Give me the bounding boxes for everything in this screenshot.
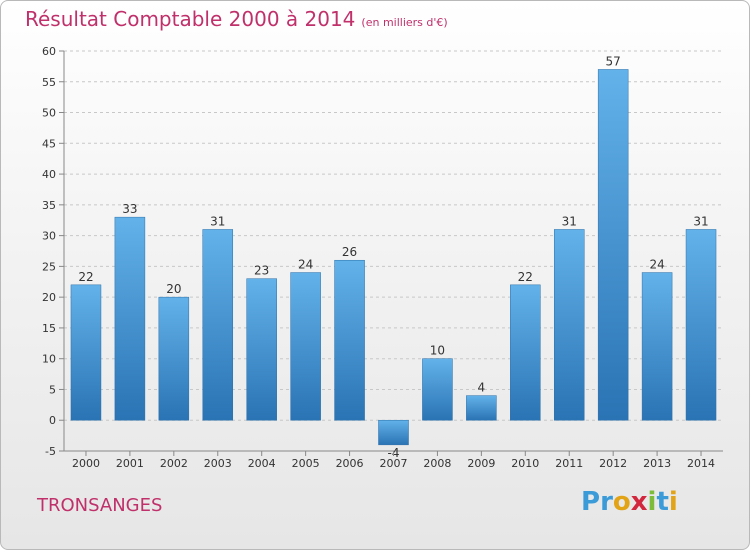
bar (553, 229, 585, 421)
data-label: 20 (166, 282, 181, 296)
data-label: 26 (342, 245, 357, 259)
x-tick-label: 2002 (160, 457, 188, 470)
data-label: 4 (478, 381, 486, 395)
y-tick-label: 30 (42, 230, 56, 243)
y-tick-label: 0 (49, 414, 56, 427)
logo-letter: o (612, 487, 631, 517)
bar (641, 272, 673, 421)
data-label: 31 (562, 214, 577, 228)
x-tick-label: 2006 (336, 457, 364, 470)
y-tick-label: 5 (49, 383, 56, 396)
y-tick-label: 55 (42, 76, 56, 89)
y-tick-label: -5 (45, 445, 56, 458)
bar (466, 395, 497, 421)
bar (334, 259, 365, 421)
logo-letter: i (647, 487, 657, 517)
logo-letter: P (581, 487, 601, 517)
y-tick-label: 25 (42, 260, 56, 273)
y-tick-label: 60 (42, 45, 56, 58)
proxiti-logo: Proxiti (581, 487, 678, 517)
bar (685, 229, 717, 421)
logo-letter: x (630, 487, 648, 517)
x-tick-label: 2009 (467, 457, 495, 470)
x-tick-label: 2001 (116, 457, 144, 470)
y-tick-label: 20 (42, 291, 56, 304)
bar (422, 358, 453, 421)
x-tick-label: 2012 (599, 457, 627, 470)
data-label: 24 (298, 258, 313, 272)
data-label: 22 (518, 270, 533, 284)
chart-title-text: Résultat Comptable 2000 à 2014 (25, 7, 356, 31)
x-tick-label: 2014 (687, 457, 715, 470)
x-tick-label: 2003 (204, 457, 232, 470)
bar (290, 272, 321, 421)
y-tick-label: 10 (42, 353, 56, 366)
y-tick-label: 15 (42, 322, 56, 335)
bar (378, 419, 409, 446)
bar (202, 229, 234, 421)
bar (246, 278, 277, 421)
data-label: 57 (606, 54, 621, 68)
bar (70, 284, 102, 421)
data-label: 31 (210, 214, 225, 228)
chart-title: Résultat Comptable 2000 à 2014 (en millie… (25, 7, 448, 31)
y-tick-label: 50 (42, 107, 56, 120)
y-tick-label: 45 (42, 137, 56, 150)
place-name: TRONSANGES (37, 495, 163, 516)
bar (158, 296, 190, 421)
x-tick-label: 2011 (555, 457, 583, 470)
x-tick-label: 2010 (511, 457, 539, 470)
data-label: 24 (649, 258, 664, 272)
data-label: 10 (430, 344, 445, 358)
bar (510, 284, 541, 421)
bar (597, 69, 629, 421)
y-tick-label: 40 (42, 168, 56, 181)
x-tick-label: 2013 (643, 457, 671, 470)
x-tick-label: 2005 (292, 457, 320, 470)
logo-letter: i (668, 487, 678, 517)
x-tick-label: 2004 (248, 457, 276, 470)
x-tick-label: 2008 (423, 457, 451, 470)
data-label: 31 (693, 214, 708, 228)
x-tick-label: 2007 (380, 457, 408, 470)
y-tick-label: 35 (42, 199, 56, 212)
data-label: 22 (78, 270, 93, 284)
data-label: 23 (254, 264, 269, 278)
bar (114, 216, 146, 421)
data-label: 33 (122, 202, 137, 216)
logo-letter: t (656, 487, 669, 517)
logo-letter: r (600, 487, 613, 517)
chart-unit: (en milliers d'€) (361, 16, 448, 29)
x-tick-label: 2000 (72, 457, 100, 470)
